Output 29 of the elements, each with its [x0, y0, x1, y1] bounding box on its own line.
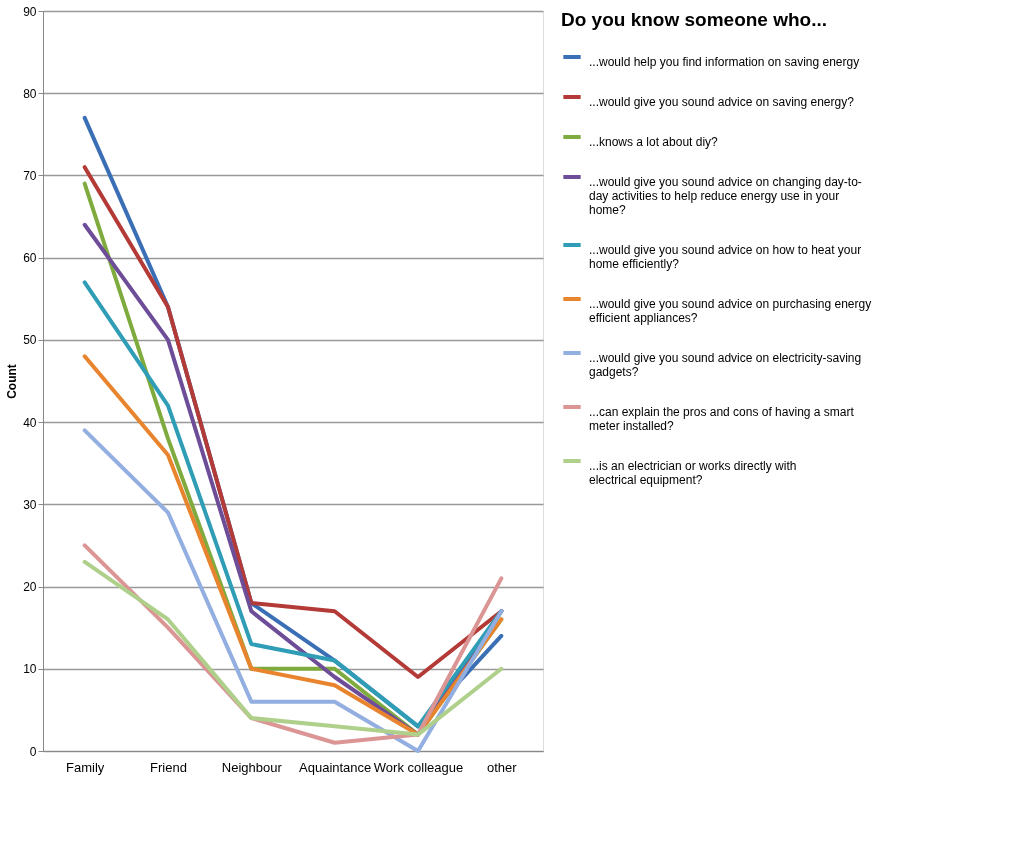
y-tick-label: 30 — [23, 497, 37, 512]
line-series — [82, 428, 504, 753]
legend-title: Do you know someone who... — [561, 9, 828, 30]
y-tick-label: 60 — [23, 251, 37, 266]
legend-label: ...would give you sound advice on changing day-to-day activities to help reduce energy use in your home? — [589, 175, 862, 217]
y-axis-title: Count — [5, 364, 20, 399]
legend-label: ...is an electrician or works directly with electrical equipment? — [589, 459, 797, 487]
legend-label: ...would help you find information on saving energy — [589, 55, 860, 69]
y-tick-label: 20 — [23, 580, 37, 595]
y-tick-label: 50 — [23, 333, 37, 348]
y-tick-label: 90 — [23, 4, 37, 19]
legend-label: ...would give you sound advice on saving energy? — [589, 95, 855, 109]
y-tick-label: 80 — [23, 86, 37, 101]
x-tick-label: other — [487, 759, 518, 775]
legend-label: ...would give you sound advice on purchasing energy efficient appliances? — [589, 297, 872, 325]
y-tick-label: 0 — [29, 744, 37, 759]
x-tick-label: Work colleague — [373, 759, 464, 775]
line-series — [82, 354, 504, 737]
legend-label: ...would give you sound advice on electricity-saving gadgets? — [589, 351, 862, 379]
x-tick-label: Family — [66, 759, 105, 775]
x-tick-label: Friend — [150, 759, 187, 775]
y-tick-label: 10 — [23, 662, 37, 677]
y-tick-label: 70 — [23, 168, 37, 183]
legend-label: ...knows a lot about diy? — [589, 135, 719, 149]
y-tick-label: 40 — [23, 415, 37, 430]
legend-label: ...would give you sound advice on how to heat your home efficiently? — [589, 243, 862, 271]
x-tick-label: Aquaintance — [299, 759, 372, 775]
x-tick-label: Neighbour — [221, 759, 283, 775]
legend-label: ...can explain the pros and cons of having a smart meter installed? — [589, 405, 855, 433]
